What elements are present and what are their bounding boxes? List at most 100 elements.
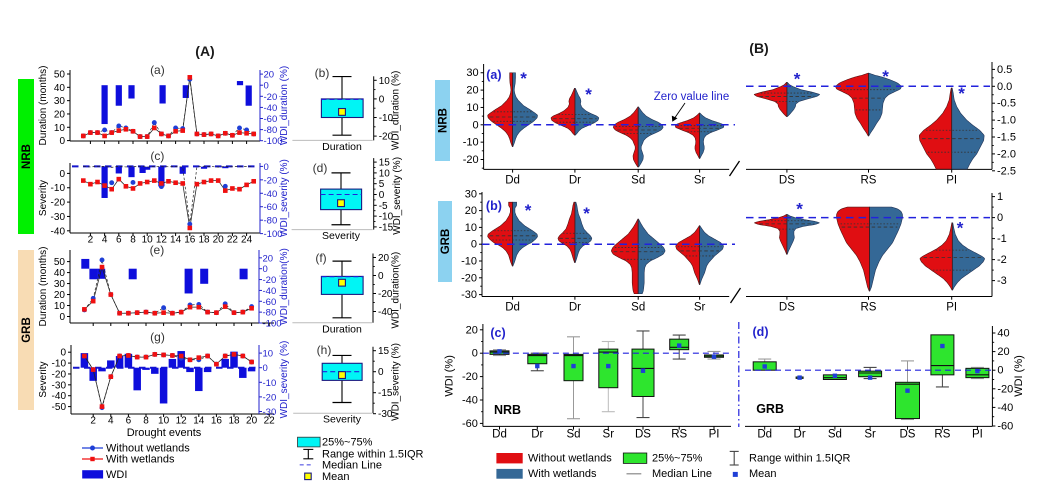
svg-text:15: 15 (379, 158, 391, 169)
svg-text:22: 22 (264, 416, 276, 427)
svg-text:Dd: Dd (757, 429, 772, 441)
svg-text:WDI_severity (%): WDI_severity (%) (392, 157, 403, 235)
svg-text:(f): (f) (315, 251, 326, 265)
svg-text:-60: -60 (997, 421, 1013, 433)
svg-text:Dr: Dr (794, 429, 806, 441)
svg-text:-20: -20 (51, 198, 66, 209)
svg-text:(b): (b) (315, 66, 330, 80)
svg-text:-5: -5 (379, 201, 388, 212)
svg-text:-30: -30 (461, 289, 477, 301)
svg-text:Without wetlands: Without wetlands (528, 453, 612, 465)
svg-text:-20: -20 (463, 154, 479, 166)
svg-text:0: 0 (378, 271, 384, 282)
svg-text:20: 20 (246, 416, 258, 427)
svg-text:*: * (794, 70, 801, 89)
svg-text:-15: -15 (378, 388, 393, 399)
svg-text:0: 0 (59, 312, 65, 323)
svg-text:24: 24 (241, 235, 253, 246)
svg-text:50: 50 (54, 70, 66, 81)
svg-text:*: * (525, 201, 532, 220)
svg-text:-2: -2 (997, 254, 1007, 266)
svg-text:-10: -10 (461, 256, 477, 268)
svg-text:-20: -20 (263, 392, 277, 403)
svg-text:(g): (g) (150, 330, 165, 344)
svg-text:18: 18 (228, 416, 240, 427)
svg-text:0.0: 0.0 (997, 81, 1012, 93)
svg-text:-30: -30 (52, 380, 67, 391)
svg-text:Without wetlands: Without wetlands (106, 443, 190, 455)
svg-text:Dr: Dr (569, 175, 581, 187)
svg-text:NRB: NRB (494, 403, 521, 417)
svg-text:WDI: WDI (106, 469, 127, 481)
svg-text:0: 0 (379, 94, 385, 105)
svg-text:Sd: Sd (631, 302, 645, 314)
svg-text:-80: -80 (264, 125, 278, 136)
svg-text:0: 0 (471, 239, 477, 251)
svg-text:6: 6 (116, 235, 122, 246)
svg-text:PI: PI (972, 429, 983, 441)
svg-text:Duration (months): Duration (months) (38, 65, 49, 145)
svg-text:-20: -20 (264, 92, 278, 103)
svg-text:Severity: Severity (38, 180, 49, 216)
svg-text:WDI_duration (%): WDI_duration (%) (391, 71, 402, 150)
svg-text:NRB: NRB (438, 108, 450, 133)
svg-text:-10: -10 (463, 137, 479, 149)
svg-text:-40: -40 (378, 307, 393, 318)
svg-text:Range within 1.5IQR: Range within 1.5IQR (322, 449, 424, 461)
svg-text:Median Line: Median Line (322, 460, 382, 472)
svg-text:-60: -60 (264, 202, 278, 213)
svg-text:-10: -10 (263, 378, 277, 389)
svg-text:50: 50 (54, 257, 66, 268)
svg-text:(d): (d) (313, 161, 328, 175)
svg-text:10: 10 (158, 416, 170, 427)
svg-text:-10: -10 (52, 359, 67, 370)
svg-text:With wetlands: With wetlands (106, 454, 175, 466)
svg-text:RS: RS (861, 302, 877, 314)
svg-text:PI: PI (709, 429, 720, 441)
svg-text:WDI_severity (%): WDI_severity (%) (279, 341, 290, 419)
svg-text:-1: -1 (997, 233, 1007, 245)
svg-text:DS: DS (779, 302, 795, 314)
svg-text:-30: -30 (263, 407, 277, 418)
svg-text:Drought events: Drought events (127, 427, 202, 439)
svg-text:(a): (a) (150, 63, 165, 77)
svg-text:20: 20 (378, 253, 390, 264)
svg-text:WDI_duration (%): WDI_duration (%) (279, 66, 290, 145)
svg-text:WDI_severity (%): WDI_severity (%) (279, 159, 290, 237)
svg-text:Sr: Sr (694, 175, 706, 187)
svg-text:WDI_duration(%): WDI_duration(%) (279, 248, 290, 325)
svg-text:-20: -20 (462, 371, 478, 383)
svg-text:5: 5 (379, 179, 385, 190)
svg-text:(b): (b) (486, 199, 502, 213)
svg-text:0: 0 (264, 162, 269, 173)
svg-text:WDI (%): WDI (%) (444, 355, 456, 397)
svg-text:(c): (c) (490, 326, 505, 340)
svg-text:10: 10 (466, 102, 478, 114)
svg-text:(e): (e) (150, 243, 165, 257)
svg-text:Sr: Sr (694, 302, 706, 314)
svg-text:25%~75%: 25%~75% (322, 437, 373, 449)
svg-text:20: 20 (54, 110, 66, 121)
svg-text:0: 0 (378, 367, 384, 378)
svg-text:Dd: Dd (505, 302, 520, 314)
svg-text:*: * (520, 69, 527, 88)
svg-text:-40: -40 (264, 189, 278, 200)
svg-text:Range within 1.5IQR: Range within 1.5IQR (749, 453, 851, 465)
svg-text:-80: -80 (263, 308, 277, 319)
svg-text:14: 14 (193, 416, 205, 427)
svg-text:12: 12 (176, 416, 188, 427)
svg-text:GRB: GRB (440, 229, 452, 255)
svg-text:10: 10 (142, 235, 154, 246)
svg-text:20: 20 (466, 85, 478, 97)
svg-text:*: * (958, 84, 965, 103)
svg-text:DS: DS (779, 175, 795, 187)
svg-text:25%~75%: 25%~75% (652, 453, 703, 465)
svg-text:0: 0 (59, 136, 65, 147)
svg-text:8: 8 (130, 235, 136, 246)
svg-text:-40: -40 (52, 391, 67, 402)
svg-text:20: 20 (466, 324, 478, 336)
svg-text:-20: -20 (461, 272, 477, 284)
svg-text:20: 20 (54, 290, 66, 301)
svg-text:-100: -100 (263, 319, 282, 330)
svg-text:(B): (B) (749, 40, 768, 56)
